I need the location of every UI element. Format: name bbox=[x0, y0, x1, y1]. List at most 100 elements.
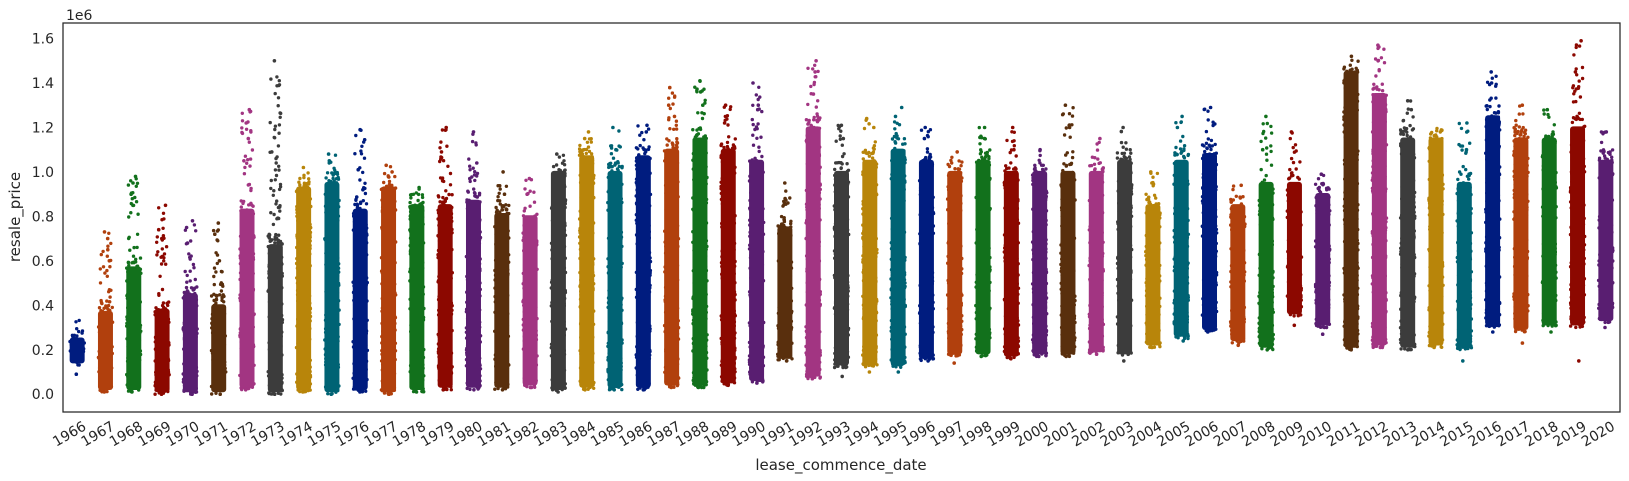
data-point bbox=[586, 145, 591, 149]
data-point bbox=[470, 139, 475, 144]
data-point bbox=[468, 168, 472, 172]
outlier-point bbox=[213, 232, 217, 236]
data-point bbox=[138, 256, 143, 260]
data-point bbox=[523, 187, 527, 191]
data-point bbox=[77, 318, 81, 323]
dense-band bbox=[182, 293, 198, 393]
data-point bbox=[277, 216, 281, 221]
data-point bbox=[240, 126, 244, 130]
data-point bbox=[248, 157, 253, 161]
outlier-point bbox=[326, 152, 331, 156]
data-point bbox=[473, 170, 477, 174]
data-point bbox=[126, 183, 131, 187]
data-point bbox=[382, 171, 387, 176]
data-point bbox=[493, 387, 497, 391]
data-point bbox=[164, 245, 169, 249]
data-point bbox=[442, 200, 446, 205]
data-point bbox=[214, 298, 219, 302]
outlier-point bbox=[190, 219, 195, 223]
data-point bbox=[617, 144, 621, 148]
outlier-point bbox=[644, 130, 649, 134]
outlier-point bbox=[270, 150, 274, 154]
strip-1983 bbox=[549, 152, 568, 394]
data-point bbox=[420, 389, 424, 394]
outlier-point bbox=[356, 167, 361, 172]
data-point bbox=[105, 274, 110, 278]
data-point bbox=[155, 253, 159, 257]
data-point bbox=[277, 79, 281, 83]
data-point bbox=[277, 123, 282, 127]
data-point bbox=[249, 130, 253, 134]
data-point bbox=[667, 139, 671, 143]
outlier-point bbox=[417, 185, 421, 190]
outlier-point bbox=[475, 161, 479, 165]
data-point bbox=[496, 184, 500, 188]
data-point bbox=[239, 199, 243, 203]
data-point bbox=[354, 133, 358, 138]
outlier-point bbox=[163, 203, 168, 208]
min-point bbox=[387, 392, 391, 397]
data-point bbox=[160, 287, 165, 292]
data-point bbox=[617, 129, 621, 133]
dense-band bbox=[635, 155, 651, 388]
data-point bbox=[528, 204, 532, 208]
data-point bbox=[221, 284, 225, 288]
data-point bbox=[449, 388, 453, 392]
data-point bbox=[611, 156, 616, 160]
data-point bbox=[474, 143, 478, 147]
min-point bbox=[190, 392, 194, 397]
data-point bbox=[105, 254, 110, 258]
data-point bbox=[585, 140, 590, 144]
outlier-point bbox=[272, 59, 277, 63]
data-point bbox=[472, 173, 477, 177]
min-point bbox=[612, 388, 616, 392]
data-point bbox=[218, 293, 222, 297]
data-point bbox=[161, 234, 166, 238]
data-point bbox=[355, 195, 359, 199]
data-point bbox=[532, 200, 537, 204]
data-point bbox=[268, 233, 272, 237]
data-point bbox=[249, 202, 253, 206]
data-point bbox=[386, 174, 390, 178]
data-point bbox=[183, 228, 188, 232]
data-point bbox=[194, 229, 198, 233]
data-point bbox=[156, 250, 160, 254]
outlier-point bbox=[131, 181, 135, 185]
strip-1986 bbox=[634, 123, 653, 392]
dense-band bbox=[550, 170, 566, 390]
outlier-point bbox=[444, 125, 449, 130]
data-point bbox=[183, 269, 187, 274]
data-point bbox=[108, 265, 112, 269]
data-point bbox=[609, 152, 614, 156]
data-point bbox=[184, 285, 189, 290]
data-point bbox=[273, 178, 277, 182]
min-point bbox=[102, 390, 107, 394]
dense-band bbox=[211, 304, 227, 393]
data-point bbox=[157, 292, 161, 296]
data-point bbox=[523, 206, 527, 210]
data-point bbox=[188, 257, 192, 261]
data-point bbox=[158, 274, 162, 278]
data-point bbox=[438, 146, 442, 150]
data-point bbox=[279, 392, 283, 396]
data-point bbox=[363, 191, 368, 196]
data-point bbox=[307, 177, 311, 181]
strip-1972 bbox=[238, 107, 256, 392]
data-point bbox=[161, 226, 165, 230]
data-point bbox=[472, 187, 476, 191]
data-point bbox=[584, 151, 588, 156]
data-point bbox=[160, 247, 164, 251]
data-point bbox=[248, 164, 252, 168]
data-point bbox=[496, 198, 500, 203]
strip-1973 bbox=[266, 59, 285, 397]
data-point bbox=[333, 168, 337, 173]
data-point bbox=[164, 262, 168, 266]
data-point bbox=[278, 182, 283, 187]
data-point bbox=[473, 194, 478, 198]
data-point bbox=[498, 187, 502, 191]
data-point bbox=[100, 301, 104, 306]
data-point bbox=[135, 181, 140, 185]
data-point bbox=[189, 239, 193, 243]
data-point bbox=[561, 153, 566, 157]
outlier-point bbox=[301, 165, 306, 170]
